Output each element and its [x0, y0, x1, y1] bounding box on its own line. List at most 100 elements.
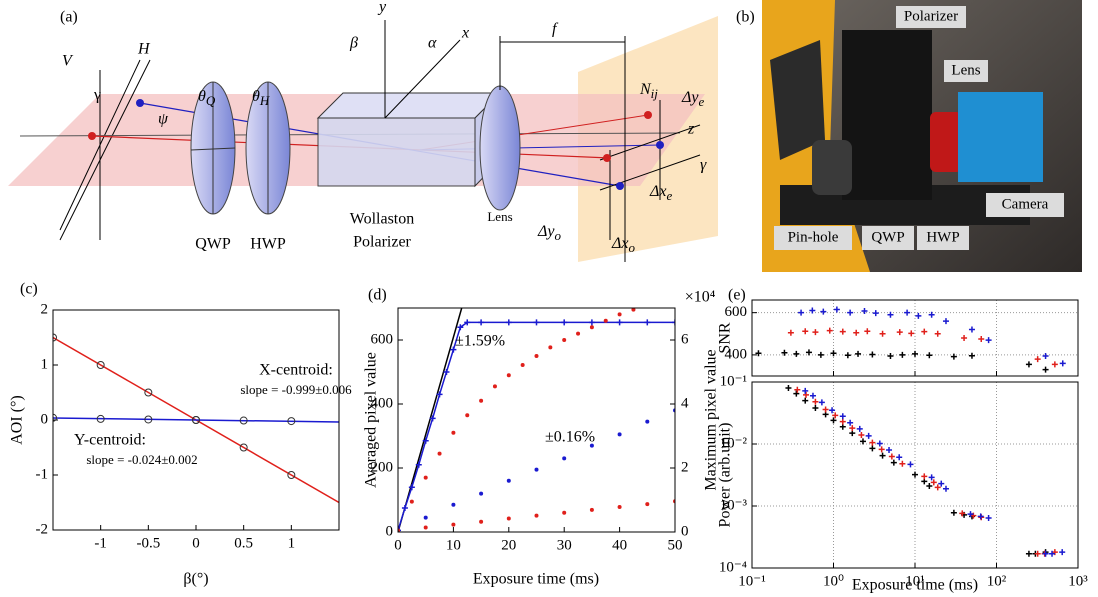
y-tick-label: 600 — [725, 304, 748, 320]
camera-photo — [958, 92, 1043, 182]
label: Wollaston — [350, 211, 414, 228]
x-tick-label: 0 — [394, 537, 402, 553]
y-tick-label: 600 — [371, 331, 394, 347]
x-tick-label: 1 — [288, 535, 296, 551]
marker — [645, 420, 649, 424]
y-tick-label: 2 — [41, 301, 49, 317]
marker — [604, 319, 608, 323]
panel-label: (a) — [60, 9, 78, 26]
x-tick-label: 10³ — [1068, 573, 1088, 589]
marker — [410, 500, 414, 504]
spot — [656, 141, 664, 149]
marker — [451, 431, 455, 435]
marker — [424, 516, 428, 520]
label-sub: e — [667, 188, 673, 203]
y-axis-label: AOI (°) — [9, 395, 26, 445]
y2-tick-label: 6 — [681, 331, 689, 347]
marker — [451, 503, 455, 507]
marker — [424, 526, 428, 530]
marker — [479, 520, 483, 524]
annotation: ±1.59% — [455, 333, 505, 350]
label: V — [62, 53, 74, 70]
photo-label: QWP — [871, 229, 904, 245]
panel-label: (c) — [20, 281, 38, 298]
label-sub: o — [629, 240, 636, 255]
y-tick-label: 10⁻¹ — [720, 373, 747, 389]
label: f — [552, 21, 559, 38]
marker — [507, 373, 511, 377]
marker — [618, 432, 622, 436]
x-axis-label: β(°) — [183, 571, 208, 588]
panel-label: (b) — [736, 9, 755, 26]
marker — [465, 413, 469, 417]
figure: (a) V H γ ψ θQ θH y β α x f Nij Δye z γ … — [0, 0, 1098, 597]
photo-label: HWP — [926, 229, 959, 245]
annotation: X-centroid: — [259, 362, 333, 379]
marker — [521, 363, 525, 367]
chart: 400600(e)SNR — [717, 287, 1078, 376]
panel-label: (e) — [728, 287, 746, 304]
y-axis-label: Power (arb.unit) — [717, 423, 734, 528]
label: Polarizer — [353, 234, 411, 251]
annotation: slope = -0.024±0.002 — [86, 452, 197, 467]
label-main: Δx — [611, 235, 629, 252]
x-tick-label: 10² — [987, 573, 1007, 589]
marker — [451, 523, 455, 527]
x-tick-label: 0.5 — [234, 535, 253, 551]
y-axis-label: Averaged pixel value — [363, 352, 380, 488]
source-dot — [136, 99, 144, 107]
chart: -1-0.500.51-2-1012(c)β(°)AOI (°)X-centro… — [9, 281, 352, 588]
y-tick-label: 1 — [41, 356, 49, 372]
y-tick-label: -2 — [36, 521, 49, 537]
marker — [562, 456, 566, 460]
photo-label: Pin-hole — [788, 229, 839, 245]
x-tick-label: 20 — [501, 537, 516, 553]
lens — [480, 86, 520, 210]
label-main: Δy — [681, 89, 699, 106]
marker — [479, 399, 483, 403]
y-tick-label: 0 — [386, 523, 394, 539]
annotation: slope = -0.999±0.006 — [240, 382, 352, 397]
marker — [535, 514, 539, 518]
marker — [562, 338, 566, 342]
annotation: ×10⁴ — [685, 289, 716, 306]
marker — [438, 452, 442, 456]
lens-photo — [930, 112, 962, 172]
x-tick-label: 10⁻¹ — [738, 573, 765, 589]
label: H — [137, 41, 151, 58]
y-tick-label: 10⁻⁴ — [719, 559, 747, 575]
marker — [618, 312, 622, 316]
marker — [590, 325, 594, 329]
x-tick-label: -1 — [94, 535, 107, 551]
label: β — [349, 35, 358, 52]
photo-label: Polarizer — [904, 8, 958, 24]
x-tick-label: -0.5 — [136, 535, 160, 551]
x-tick-label: 50 — [668, 537, 683, 553]
label-sub: H — [259, 93, 270, 108]
y-tick-label: 0 — [41, 411, 49, 427]
marker — [507, 517, 511, 521]
marker — [548, 345, 552, 349]
x-tick-label: 10⁰ — [823, 573, 844, 589]
label: α — [428, 35, 437, 52]
photo-label: Lens — [951, 62, 980, 78]
label-sub: Q — [206, 93, 216, 108]
label: QWP — [195, 236, 231, 253]
label: Lens — [487, 209, 512, 224]
x-axis-label: Exposure time (ms) — [473, 571, 599, 588]
marker — [645, 502, 649, 506]
label: γ — [93, 87, 101, 104]
label: y — [377, 0, 387, 16]
label: HWP — [250, 236, 286, 253]
label-sub: e — [699, 94, 705, 109]
label: γ — [700, 157, 707, 174]
photo-label: Camera — [1002, 196, 1049, 212]
marker — [535, 354, 539, 358]
label-main: Δy — [537, 223, 555, 240]
label-main: Δx — [649, 183, 667, 200]
label: z — [687, 121, 695, 138]
y2-tick-label: 0 — [681, 523, 689, 539]
plot-area — [398, 308, 675, 532]
